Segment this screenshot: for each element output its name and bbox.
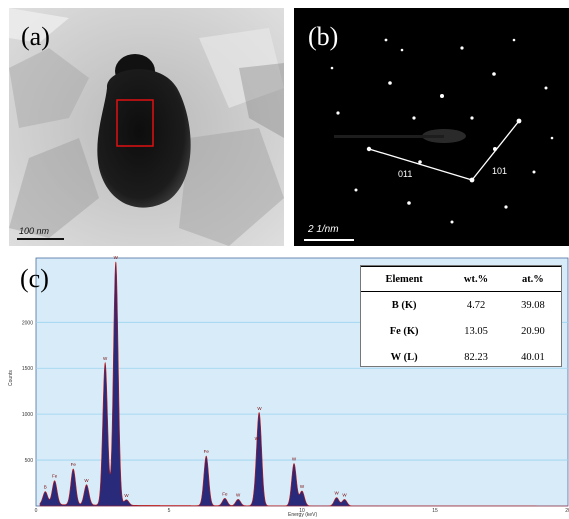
peak-label: W (255, 436, 260, 441)
peak-label: W (114, 256, 119, 260)
table-row: Fe (K) 13.05 20.90 (361, 318, 561, 344)
y-tick-label: 1000 (22, 412, 33, 418)
cell-wt: 13.05 (464, 325, 488, 337)
cell-wt: 82.23 (464, 351, 488, 363)
x-axis-label: Energy (keV) (288, 512, 318, 518)
cell-element: B (K) (391, 299, 417, 311)
cell-wt: 4.72 (466, 299, 486, 311)
cell-element: W (L) (390, 351, 418, 363)
peak-label: B (44, 485, 47, 490)
peak-label: Fe (222, 491, 228, 496)
x-tick-label: 15 (432, 508, 438, 514)
x-tick-label: 20 (565, 508, 569, 514)
index-011: 011 (398, 169, 413, 179)
x-tick-label: 0 (35, 508, 38, 514)
peak-label: W (292, 457, 297, 462)
panel-b-label: (b) (308, 22, 339, 51)
spectrum-series (39, 261, 569, 507)
peak-label: W (257, 406, 262, 411)
peak-label: W (342, 492, 347, 497)
peak-label: W (103, 356, 108, 361)
col-header-element: Element (361, 266, 448, 292)
cell-element: Fe (K) (389, 325, 419, 337)
peak-label: W (124, 493, 129, 498)
panel-a-tem-image: 100 nm (a) (9, 8, 284, 246)
cell-at: 39.08 (521, 299, 545, 311)
x-tick-label: 10 (299, 508, 305, 514)
panel-a-label: (a) (21, 22, 50, 51)
eds-quantification-table: Element wt.% at.% B (K) 4.72 39.08 Fe (K… (360, 265, 562, 367)
tem-micrograph (9, 8, 284, 246)
col-header-at: at.% (504, 266, 561, 292)
y-axis-label: Counts (8, 370, 14, 386)
cell-at: 20.90 (521, 325, 545, 337)
scale-bar-b-label: 2 1/nm (308, 224, 339, 235)
y-tick-label: 500 (25, 458, 34, 464)
peak-label: Fe (71, 462, 77, 467)
index-lines (368, 120, 520, 181)
y-tick-label: 2000 (22, 320, 33, 326)
x-tick-label: 5 (168, 508, 171, 514)
table-row: W (L) 82.23 40.01 (361, 344, 561, 370)
table-row: B (K) 4.72 39.08 (361, 292, 561, 319)
peak-label: W (334, 491, 339, 496)
panel-c-label: (c) (20, 264, 49, 293)
panel-b-diffraction-pattern: 2 1/nm 011 101 (b) (294, 8, 569, 246)
selected-area-box (116, 99, 154, 147)
peak-label: Fe (204, 449, 210, 454)
index-101: 101 (492, 166, 508, 176)
peak-label: W (300, 484, 305, 489)
peak-label: W (236, 492, 241, 497)
cell-at: 40.01 (521, 351, 545, 363)
peak-label: Fe (52, 474, 58, 479)
scale-bar-a-label: 100 nm (19, 226, 50, 236)
y-tick-label: 1500 (22, 366, 33, 372)
diffraction-pattern (304, 38, 554, 241)
peak-label: W (84, 478, 89, 483)
col-header-wt: wt.% (447, 266, 505, 292)
